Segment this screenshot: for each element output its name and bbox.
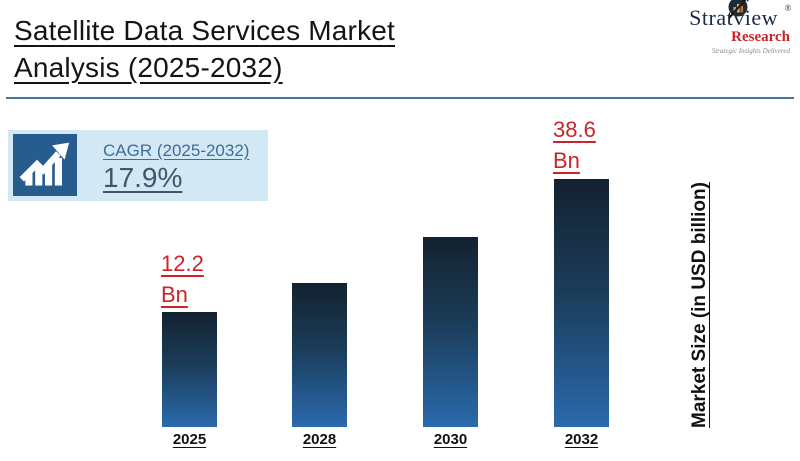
x-tick-2025: 2025	[172, 431, 207, 448]
cagr-value: 17.9%	[103, 162, 183, 193]
stratview-research-logo: Stratview ® Research Strategic Insights D…	[662, 0, 792, 55]
x-tick-2030: 2030	[433, 431, 468, 448]
x-tick-2032: 2032	[564, 431, 599, 448]
logo-brand-row: Stratview ®	[689, 0, 792, 31]
value-label-2032: 38.6 Bn	[553, 117, 596, 173]
header-divider	[6, 97, 794, 99]
bar-2028	[292, 283, 347, 427]
x-tick-2028: 2028	[302, 431, 337, 448]
page-title: Satellite Data Services Market Analysis …	[14, 12, 395, 86]
magnifier-chart-icon	[728, 0, 749, 19]
page-title-line2: Analysis (2025-2032)	[14, 52, 283, 83]
value-label-2025: 12.2 Bn	[161, 251, 204, 307]
registered-trademark-symbol: ®	[784, 3, 792, 13]
bar-chart-trend-icon-svg	[19, 142, 70, 186]
logo-tagline: Strategic Insights Delivered	[711, 47, 790, 55]
growth-chart-icon	[13, 134, 77, 196]
bar-2030	[423, 237, 478, 427]
cagr-callout-box: CAGR (2025-2032) 17.9%	[8, 130, 268, 201]
bar-2032	[554, 179, 609, 427]
logo-sub-brand: Research	[731, 29, 790, 45]
bar-2025	[162, 312, 217, 427]
y-axis-label: Market Size (in USD billion)	[689, 182, 710, 428]
cagr-label: CAGR (2025-2032)	[103, 141, 250, 160]
page-title-line1: Satellite Data Services Market	[14, 15, 396, 46]
